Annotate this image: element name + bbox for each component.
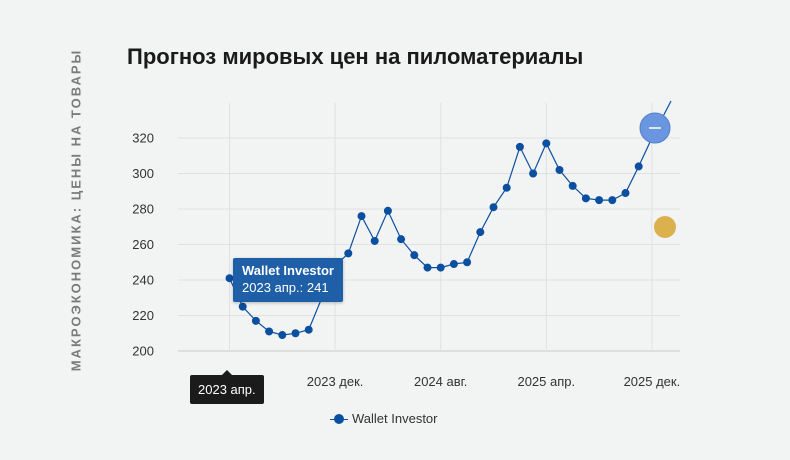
- data-point[interactable]: [476, 228, 485, 237]
- data-point[interactable]: [225, 274, 234, 283]
- data-point[interactable]: [238, 302, 247, 311]
- data-point[interactable]: [383, 206, 392, 215]
- series-points: [225, 139, 643, 340]
- tooltip-series-name: Wallet Investor: [242, 263, 334, 278]
- x-axis-ticks: 2023 дек. 2024 авг. 2025 апр. 2025 дек.: [307, 374, 680, 389]
- data-point[interactable]: [581, 194, 590, 203]
- data-point[interactable]: [357, 212, 366, 221]
- data-point[interactable]: [370, 236, 379, 245]
- data-point[interactable]: [251, 316, 260, 325]
- zoom-out-button[interactable]: [639, 112, 671, 144]
- data-point[interactable]: [291, 329, 300, 338]
- legend-label: Wallet Investor: [352, 411, 438, 426]
- data-point[interactable]: [634, 162, 643, 171]
- x-tick-label: 2025 апр.: [517, 374, 575, 389]
- y-tick-label: 260: [132, 237, 154, 252]
- data-point[interactable]: [515, 142, 524, 151]
- legend-item[interactable]: Wallet Investor: [330, 411, 438, 426]
- legend-marker-icon: [330, 413, 348, 425]
- y-tick-label: 220: [132, 308, 154, 323]
- data-point[interactable]: [489, 203, 498, 212]
- data-point[interactable]: [502, 183, 511, 192]
- data-point[interactable]: [595, 196, 604, 205]
- data-point[interactable]: [410, 251, 419, 260]
- gridlines: [178, 103, 680, 352]
- data-point[interactable]: [463, 258, 472, 267]
- data-point[interactable]: [265, 327, 274, 336]
- data-point[interactable]: [608, 196, 617, 205]
- y-tick-label: 200: [132, 344, 154, 359]
- tooltip: Wallet Investor 2023 апр.: 241: [233, 258, 343, 302]
- data-point[interactable]: [449, 260, 458, 269]
- data-point[interactable]: [304, 325, 313, 334]
- y-tick-label: 280: [132, 202, 154, 217]
- y-tick-label: 320: [132, 131, 154, 146]
- x-crosshair-label: 2023 апр.: [190, 370, 264, 404]
- y-tick-label: 300: [132, 166, 154, 181]
- data-point[interactable]: [555, 165, 564, 174]
- tooltip-value: 2023 апр.: 241: [242, 280, 329, 295]
- data-point[interactable]: [278, 331, 287, 340]
- data-point[interactable]: [621, 189, 630, 198]
- highlight-marker-icon: [654, 216, 676, 238]
- data-point[interactable]: [436, 263, 445, 272]
- data-point[interactable]: [529, 169, 538, 178]
- chart-title: Прогноз мировых цен на пиломатериалы: [127, 44, 584, 69]
- x-tick-label: 2025 дек.: [624, 374, 681, 389]
- data-point[interactable]: [344, 249, 353, 258]
- data-point[interactable]: [423, 263, 432, 272]
- x-tick-label: 2024 авг.: [414, 374, 467, 389]
- data-point[interactable]: [542, 139, 551, 148]
- data-point[interactable]: [568, 181, 577, 190]
- y-axis-ticks: 200 220 240 260 280 300 320: [132, 131, 154, 359]
- x-tick-label: 2023 дек.: [307, 374, 364, 389]
- y-tick-label: 240: [132, 273, 154, 288]
- data-point[interactable]: [397, 235, 406, 244]
